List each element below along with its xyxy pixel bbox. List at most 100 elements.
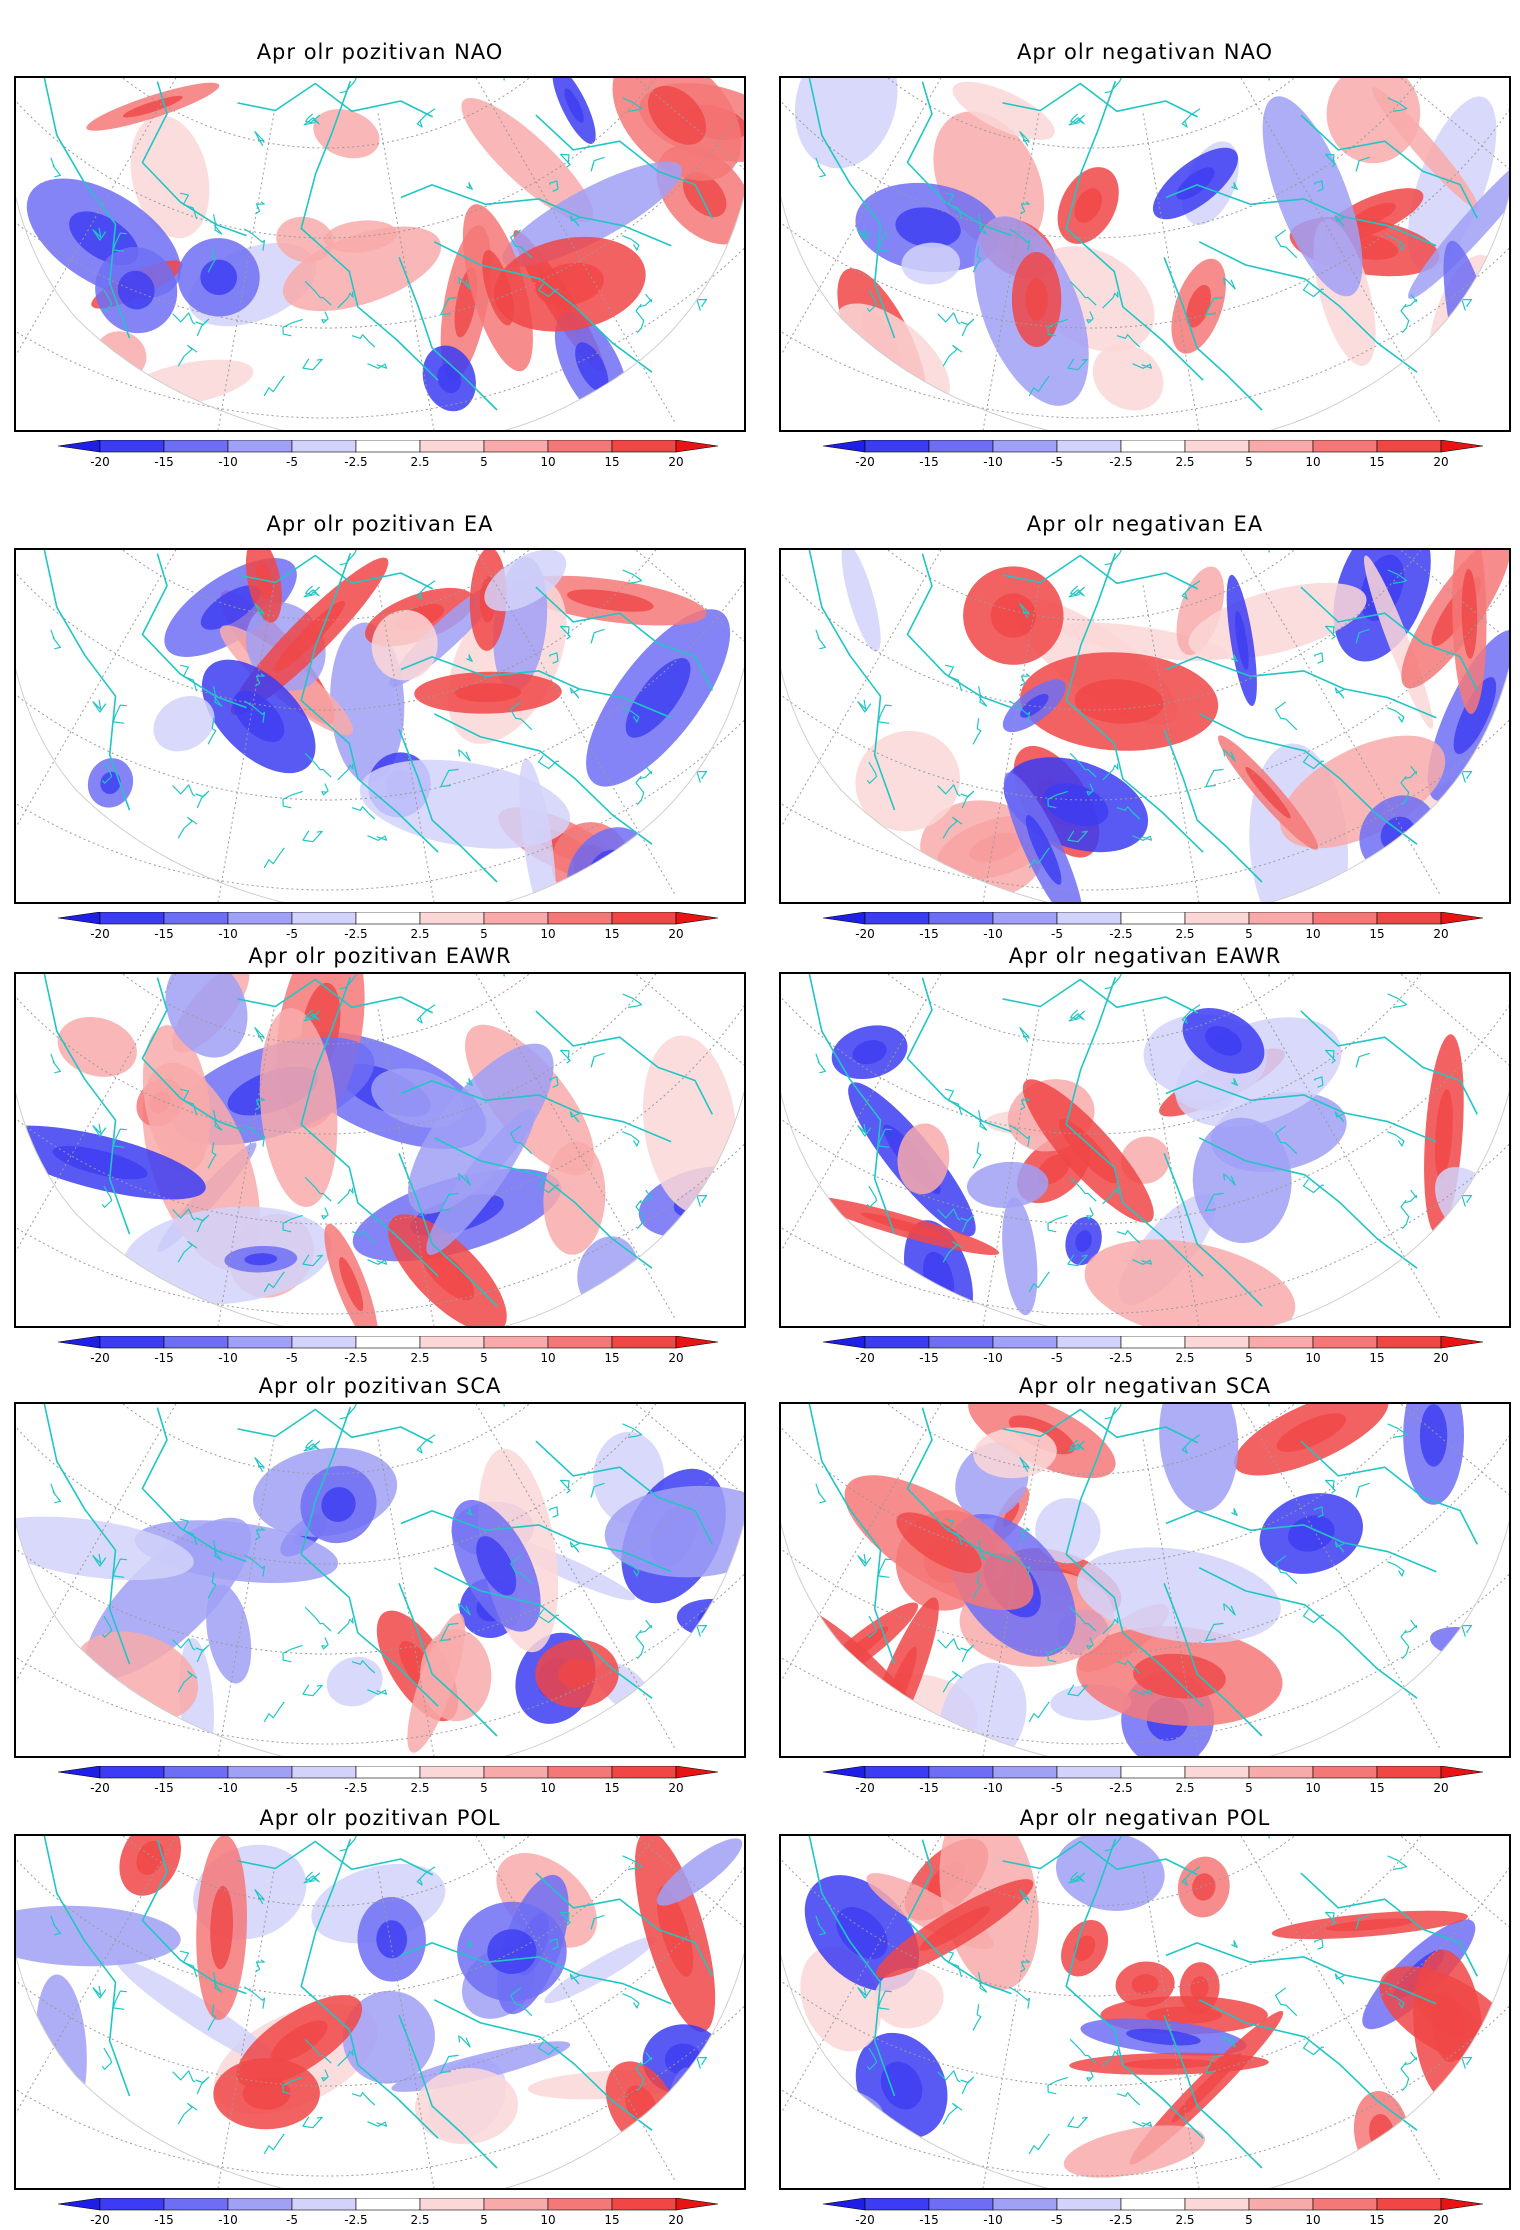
colorbar-swatch [928,912,994,925]
positive-anomaly [1092,344,1164,411]
positive-anomaly-core [1245,766,1291,819]
negative-anomaly-core [100,771,121,795]
coastlines [808,550,1479,883]
colorbar-swatch [1120,1336,1186,1349]
colorbar-swatch [1376,2198,1442,2211]
colorbar-tick-label: 5 [1245,2213,1253,2226]
colorbar: -20 -15 -10 -5 -2.5 2.5 5 10 15 20 [823,440,1484,468]
positive-anomaly [414,2068,519,2145]
coastlines [43,78,714,411]
negative-anomaly-core [836,1907,888,1960]
colorbar-swatch [99,1336,165,1349]
colorbar-tick-label: -10 [983,2213,1003,2226]
positive-anomaly-core [1133,1653,1226,1699]
graticule [781,550,1509,902]
positive-anomaly [259,1008,338,1207]
colorbar-tick-label: 10 [540,2213,555,2226]
colorbar-tick-label: -10 [218,2213,238,2226]
colorbar: -20 -15 -10 -5 -2.5 2.5 5 10 15 20 [823,1336,1484,1364]
colorbar-swatch [163,912,229,925]
colorbar-swatch [1376,1336,1442,1349]
positive-anomaly-core [1192,1873,1216,1901]
colorbar-swatch [547,1766,613,1779]
colorbar-swatch [1248,1766,1314,1779]
colorbar-tick-label: -5 [1051,1781,1063,1794]
positive-anomaly [952,81,1055,140]
colorbar-tick-label: -10 [218,927,238,940]
positive-anomaly [461,97,594,223]
colorbar-swatch [547,440,613,453]
colorbar-swatch [611,1766,677,1779]
negative-anomaly [901,242,961,285]
colorbar-tick-label: 20 [1433,1351,1448,1364]
colorbar-tick-label: -5 [286,927,298,940]
colorbar-tick-label: 15 [1369,1351,1384,1364]
graticule [16,78,744,430]
colorbar-tick-label: 15 [1369,927,1384,940]
colorbar-swatch [227,2198,293,2211]
colorbar-tick-label: 20 [1433,2213,1448,2226]
colorbar-swatch [1312,440,1378,453]
positive-anomaly [371,610,438,681]
colorbar-swatch [291,1766,357,1779]
positive-anomaly-core [122,95,183,118]
colorbar-tick-label: 2.5 [1175,927,1194,940]
colorbar-tick-label: 15 [604,1781,619,1794]
positive-anomaly-core [896,1512,982,1574]
colorbar-swatch [1440,1766,1484,1779]
map-panel-pos-eawr: Apr olr pozitivan EAWR -20 -15 -10 -5 -2.5 2.… [14,944,746,1366]
colorbar-swatch [227,440,293,453]
colorbar-swatch [1376,1766,1442,1779]
colorbar-tick-label: 10 [540,1351,555,1364]
anomaly-field [808,1008,1509,1326]
positive-anomaly-core [210,1885,233,1970]
colorbar-swatch [58,1336,101,1349]
colorbar-tick-label: 20 [668,1781,683,1794]
positive-anomaly-core [1186,284,1211,328]
colorbar-swatch [1440,1336,1484,1349]
positive-anomaly-core [1124,2058,1214,2069]
graticule [781,974,1509,1326]
map-plot [781,550,1509,902]
colorbar-tick-label: 20 [668,2213,683,2226]
negative-anomaly [35,1974,87,2120]
colorbar-tick-label: 15 [1369,455,1384,468]
positive-anomaly [1063,2125,1206,2178]
map-plot [781,1404,1509,1756]
map-panel-pos-ea: Apr olr pozitivan EA -20 -15 -10 -5 -2.5 2.5 5… [14,512,746,942]
negative-anomaly-core [625,657,691,738]
graticule [781,78,1509,430]
graticule [16,1404,744,1756]
colorbar: -20 -15 -10 -5 -2.5 2.5 5 10 15 20 [823,1766,1484,1794]
panel-title: Apr olr pozitivan POL [259,1806,501,1830]
positive-anomaly-core [274,600,346,672]
map-frame [14,1402,746,1758]
colorbar-swatch [823,2198,866,2211]
hemisphere-edge [781,666,1509,902]
coastlines [43,1836,714,2169]
negative-anomaly [484,550,567,612]
colorbar-swatch [355,912,421,925]
negative-anomaly [1035,1498,1101,1564]
negative-anomaly-core [1075,1230,1092,1252]
colorbar-swatch [1056,1766,1122,1779]
colorbar-tick-label: 20 [1433,455,1448,468]
colorbar-tick-label: 15 [604,2213,619,2226]
panel-title: Apr olr negativan SCA [1018,1374,1272,1398]
negative-anomaly-core [895,207,961,248]
positive-anomaly-core [1440,1247,1495,1291]
negative-anomaly-core [1288,1515,1335,1552]
colorbar-swatch [928,440,994,453]
positive-anomaly [407,1613,466,1753]
colorbar-swatch [355,2198,421,2211]
colorbar-tick-label: -2.5 [344,1351,367,1364]
map-frame [779,1402,1511,1758]
positive-anomaly [1280,735,1446,849]
colorbar-swatch [483,912,549,925]
map-plot [781,78,1509,430]
colorbar-swatch [58,1766,101,1779]
colorbar-swatch [1440,912,1484,925]
positive-anomaly-core [454,683,522,703]
colorbar-swatch [58,2198,101,2211]
colorbar-tick-label: 20 [1433,927,1448,940]
